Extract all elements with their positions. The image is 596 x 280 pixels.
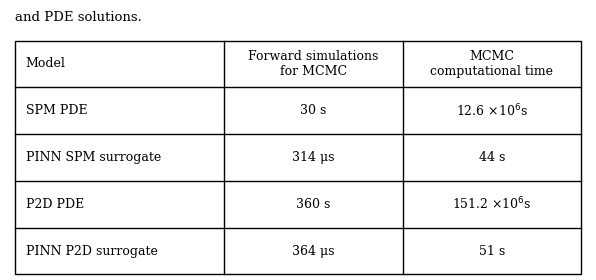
Bar xyxy=(15,41,581,274)
Text: 314 μs: 314 μs xyxy=(292,151,335,164)
Text: SPM PDE: SPM PDE xyxy=(26,104,87,117)
Text: 12.6 ×10$^{6}$s: 12.6 ×10$^{6}$s xyxy=(456,102,528,119)
Text: MCMC
computational time: MCMC computational time xyxy=(430,50,554,78)
Text: PINN P2D surrogate: PINN P2D surrogate xyxy=(26,244,157,258)
Text: 44 s: 44 s xyxy=(479,151,505,164)
Text: PINN SPM surrogate: PINN SPM surrogate xyxy=(26,151,161,164)
Text: P2D PDE: P2D PDE xyxy=(26,198,84,211)
Text: 151.2 ×10$^{6}$s: 151.2 ×10$^{6}$s xyxy=(452,196,532,213)
Text: Forward simulations
for MCMC: Forward simulations for MCMC xyxy=(249,50,379,78)
Text: 51 s: 51 s xyxy=(479,244,505,258)
Text: 360 s: 360 s xyxy=(296,198,331,211)
Text: and PDE solutions.: and PDE solutions. xyxy=(15,11,142,24)
Text: 364 μs: 364 μs xyxy=(292,244,335,258)
Text: Model: Model xyxy=(26,57,66,71)
Text: 30 s: 30 s xyxy=(300,104,327,117)
